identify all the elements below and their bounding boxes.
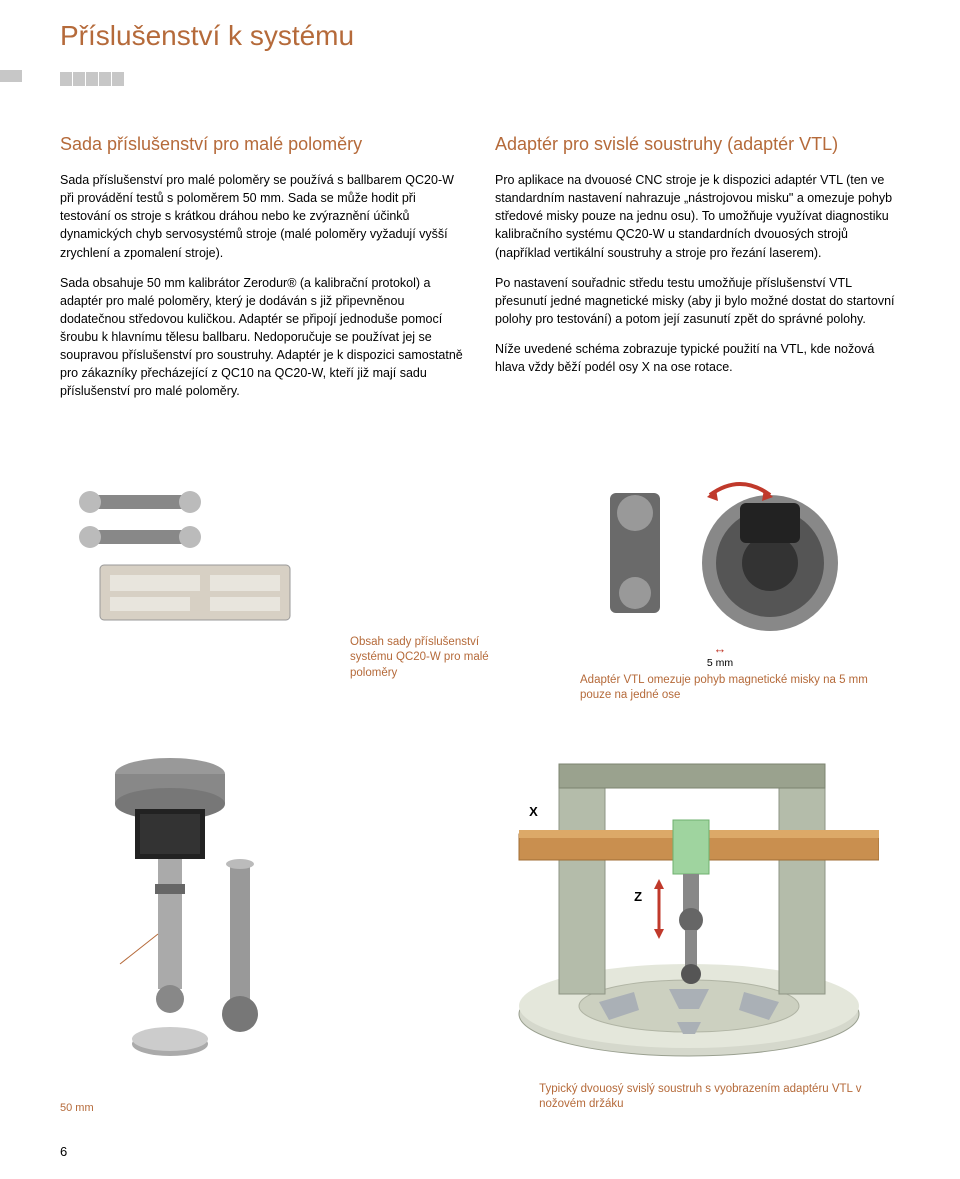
right-p3: Níže uvedené schéma zobrazuje typické po… (495, 340, 900, 376)
diagram-caption: Typický dvouosý svislý soustruh s vyobra… (459, 1082, 900, 1113)
right-column: Adaptér pro svislé soustruhy (adaptér VT… (495, 131, 900, 413)
figure-row-1: Obsah sady příslušenství systému QC20-W … (60, 453, 900, 704)
right-p1: Pro aplikace na dvouosé CNC stroje je k … (495, 171, 900, 262)
page-title-bar: Příslušenství k systému (60, 20, 900, 52)
five-mm-label: 5 mm (540, 657, 900, 669)
page-title: Příslušenství k systému (60, 20, 354, 52)
axis-z-label: Z (634, 889, 642, 904)
fifty-mm-label: 50 mm (60, 1102, 399, 1114)
vtl-photo-area: ↔ 5 mm Adaptér VTL omezuje pohyb magneti… (540, 453, 900, 704)
text-columns: Sada příslušenství pro malé poloměry Sad… (60, 131, 900, 413)
axis-x-label: X (529, 804, 538, 819)
left-p2: Sada obsahuje 50 mm kalibrátor Zerodur® … (60, 274, 465, 401)
grey-blocks-decor (60, 72, 125, 91)
tool-holder-illustration (60, 734, 320, 1094)
vtl-diagram (459, 734, 879, 1074)
five-mm-arrows: ↔ (540, 643, 900, 655)
right-heading: Adaptér pro svislé soustruhy (adaptér VT… (495, 131, 900, 157)
grey-side-decor (0, 70, 22, 82)
tool-holder-photo: 50 mm (60, 734, 399, 1114)
kit-caption: Obsah sady příslušenství systému QC20-W … (350, 635, 500, 682)
left-heading: Sada příslušenství pro malé poloměry (60, 131, 465, 157)
figure-row-2: 50 mm (60, 734, 900, 1114)
left-p1: Sada příslušenství pro malé poloměry se … (60, 171, 465, 262)
kit-photo-area: Obsah sady příslušenství systému QC20-W … (60, 475, 500, 682)
vtl-diagram-area: X Z Typický dvouosý svislý soustruh s vy… (459, 734, 900, 1113)
vtl-adapter-photo (600, 453, 840, 643)
right-p2: Po nastavení souřadnic středu testu umož… (495, 274, 900, 328)
kit-photo-illustration (60, 475, 420, 635)
page-number: 6 (60, 1144, 900, 1159)
left-column: Sada příslušenství pro malé poloměry Sad… (60, 131, 465, 413)
vtl-adapter-caption: Adaptér VTL omezuje pohyb magnetické mis… (540, 673, 900, 704)
